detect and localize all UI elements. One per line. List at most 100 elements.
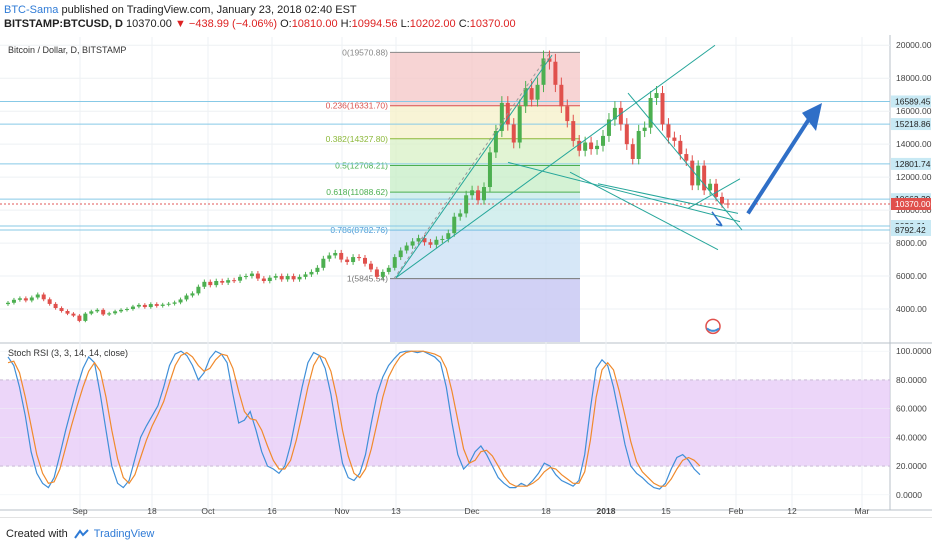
candle-body bbox=[404, 245, 409, 251]
fib-level-label: 0.382(14327.80) bbox=[326, 134, 389, 144]
low-label: L: bbox=[400, 18, 410, 30]
candle-body bbox=[47, 299, 52, 304]
candle-body bbox=[6, 302, 10, 305]
candle-body bbox=[624, 124, 629, 145]
footer: Created with TradingView bbox=[0, 517, 932, 550]
published-text: published on TradingView.com, January 23… bbox=[61, 4, 357, 16]
candle-body bbox=[309, 271, 314, 275]
candle-body bbox=[482, 187, 486, 201]
fib-trend-line bbox=[393, 52, 551, 279]
fib-zone-band bbox=[390, 138, 580, 166]
candle-body bbox=[678, 140, 683, 155]
high-value: 10994.56 bbox=[351, 18, 398, 30]
y-tick-label: 6000.00 bbox=[896, 271, 927, 281]
candle-body bbox=[202, 281, 207, 287]
candle-body bbox=[565, 106, 570, 122]
candle-body bbox=[363, 257, 367, 264]
candle-body bbox=[523, 88, 528, 107]
low-value: 10202.00 bbox=[409, 18, 456, 30]
candle-body bbox=[315, 267, 320, 272]
y-tick-label: 4000.00 bbox=[896, 304, 927, 314]
y-tick-label: 8000.00 bbox=[896, 238, 927, 248]
x-tick-label: Feb bbox=[729, 506, 744, 516]
stoch-overbought-band bbox=[0, 379, 890, 467]
price-axis-badge bbox=[891, 224, 931, 237]
symbol-label: BITSTAMP:BTCUSD, D bbox=[4, 18, 123, 30]
candle-body bbox=[71, 313, 76, 316]
candle-body bbox=[220, 281, 225, 283]
candle-body bbox=[654, 93, 659, 98]
candle-body bbox=[321, 258, 326, 268]
candle-body bbox=[452, 216, 457, 234]
y-tick-label: 12000.00 bbox=[896, 172, 932, 182]
candle-body bbox=[172, 302, 177, 304]
x-tick-label: 18 bbox=[147, 506, 157, 516]
candle-body bbox=[595, 145, 600, 150]
candle-body bbox=[244, 276, 248, 278]
candle-body bbox=[470, 190, 475, 196]
trend-line bbox=[395, 54, 553, 278]
stoch-y-tick-label: 20.0000 bbox=[896, 461, 927, 471]
tradingview-link[interactable]: TradingView bbox=[73, 528, 155, 540]
y-tick-label: 14000.00 bbox=[896, 139, 932, 149]
candle-body bbox=[119, 309, 124, 312]
close-label: C: bbox=[458, 18, 470, 30]
candle-body bbox=[95, 309, 100, 312]
chart-canvas[interactable]: Sep 18 Oct 16 Nov 13 Dec 18 2018 15 Feb 12 Mar 20000.… bbox=[0, 35, 932, 517]
candle-body bbox=[464, 195, 469, 214]
price-axis-badge-label: 10370.00 bbox=[895, 199, 931, 209]
candle-body bbox=[559, 84, 564, 107]
candle-body bbox=[511, 124, 516, 143]
candle-body bbox=[136, 304, 141, 307]
candle-body bbox=[357, 257, 362, 259]
candle-body bbox=[440, 238, 445, 240]
candle-body bbox=[226, 280, 231, 283]
candle-body bbox=[261, 278, 266, 281]
candle-body bbox=[642, 127, 647, 131]
candle-body bbox=[339, 252, 344, 260]
projection-arrowhead bbox=[802, 102, 822, 131]
candle-body bbox=[196, 286, 201, 294]
candle-body bbox=[160, 304, 165, 306]
author-link[interactable]: BTC-Sama bbox=[4, 4, 59, 16]
candle-body bbox=[11, 299, 16, 303]
projection-arrow-up bbox=[746, 113, 814, 215]
candle-body bbox=[583, 142, 588, 151]
candle-body bbox=[101, 309, 106, 315]
candle-body bbox=[577, 140, 582, 151]
candle-body bbox=[541, 58, 546, 85]
candle-body bbox=[410, 241, 415, 246]
candle-body bbox=[725, 203, 730, 205]
ohlc-line: BITSTAMP:BTCUSD, D 10370.00 ▼ −438.99 (−… bbox=[4, 17, 516, 31]
y-tick-label: 10000.00 bbox=[896, 205, 932, 215]
price-chart-title: Bitcoin / Dollar, D, BITSTAMP bbox=[8, 45, 126, 55]
candle-body bbox=[589, 142, 594, 150]
candle-body bbox=[297, 276, 302, 280]
candle-body bbox=[553, 61, 558, 85]
candle-body bbox=[458, 213, 463, 217]
trend-line bbox=[395, 44, 716, 279]
x-tick-label: Sep bbox=[72, 506, 87, 516]
fib-zone-band bbox=[390, 105, 580, 139]
candle-body bbox=[238, 276, 243, 281]
candle-body bbox=[529, 88, 534, 100]
tradingview-brand: TradingView bbox=[93, 528, 155, 540]
candle-body bbox=[303, 274, 308, 277]
chart-header: BTC-Sama published on TradingView.com, J… bbox=[4, 3, 516, 31]
candle-body bbox=[636, 130, 641, 159]
candle-body bbox=[612, 107, 617, 120]
candle-body bbox=[380, 271, 385, 277]
price-axis-badge bbox=[891, 95, 931, 108]
open-value: 10810.00 bbox=[291, 18, 338, 30]
fib-level-label: 0.236(16331.70) bbox=[326, 101, 389, 111]
fib-level-label: 0.618(11088.62) bbox=[326, 187, 388, 197]
price-axis-badge-label: 15218.86 bbox=[895, 119, 931, 129]
candle-body bbox=[273, 276, 278, 278]
candle-body bbox=[267, 277, 272, 281]
candle-body bbox=[368, 263, 373, 270]
candle-body bbox=[208, 281, 213, 286]
chart-area[interactable]: Sep 18 Oct 16 Nov 13 Dec 18 2018 15 Feb 12 Mar 20000.… bbox=[0, 35, 932, 517]
candle-body bbox=[53, 303, 58, 309]
x-tick-label: Oct bbox=[201, 506, 215, 516]
candle-body bbox=[279, 276, 284, 280]
